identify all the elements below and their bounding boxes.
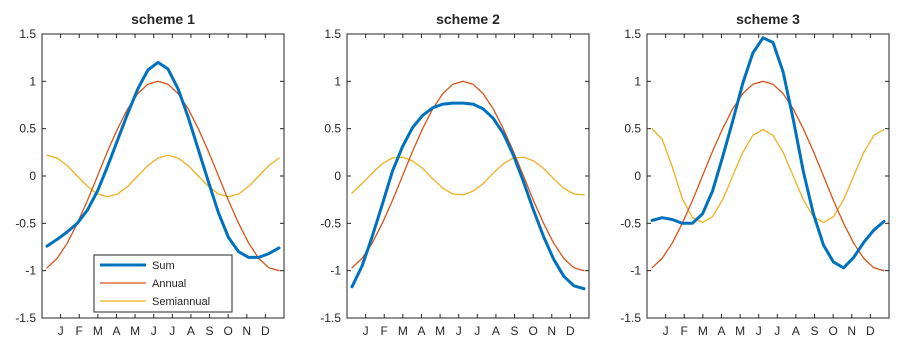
x-tick-label: N (847, 324, 856, 338)
y-tick-label: 1 (334, 74, 341, 88)
y-tick-label: 0 (334, 169, 341, 183)
x-tick-label: M (698, 324, 708, 338)
x-tick-label: O (223, 324, 232, 338)
axes-box (646, 33, 890, 319)
legend-label-sum: Sum (152, 260, 175, 272)
y-tick-label: 1 (634, 74, 641, 88)
x-tick-label: S (206, 324, 214, 338)
x-tick-label: N (547, 324, 556, 338)
x-tick-label: J (474, 324, 480, 338)
x-tick-label: J (169, 324, 175, 338)
series-line-annual (46, 80, 280, 272)
series-line-semiannual (351, 156, 585, 196)
x-tick-label: D (566, 324, 575, 338)
x-tick-label: A (792, 324, 800, 338)
series-line-annual (651, 80, 885, 272)
y-tick-label: -1.5 (620, 311, 641, 325)
x-tick-label: N (242, 324, 251, 338)
y-tick-label: 1.5 (324, 27, 341, 41)
x-tick-label: F (381, 324, 388, 338)
y-tick-label: 0 (634, 169, 641, 183)
y-tick-label: 0.5 (324, 122, 341, 136)
y-tick-label: 0.5 (19, 122, 36, 136)
x-tick-label: A (417, 324, 425, 338)
series-line-semiannual (651, 128, 885, 224)
x-tick-label: M (93, 324, 103, 338)
x-tick-label: D (261, 324, 270, 338)
series-line-sum (650, 36, 886, 270)
x-tick-label: J (58, 324, 64, 338)
x-tick-label: M (398, 324, 408, 338)
x-tick-label: S (511, 324, 519, 338)
x-tick-label: O (528, 324, 537, 338)
chart-panel-1: scheme 11.510.50-0.5-1-1.5J F M A M J J A S O N DSu… (15, 11, 285, 338)
x-tick-label: J (363, 324, 369, 338)
y-tick-label: -1 (330, 264, 341, 278)
y-tick-label: -1 (25, 264, 36, 278)
x-tick-label: J (151, 324, 157, 338)
x-tick-label: M (735, 324, 745, 338)
x-tick-label: O (828, 324, 837, 338)
y-tick-label: 1.5 (624, 27, 641, 41)
y-tick-label: 1 (29, 74, 36, 88)
chart-panel-3: scheme 31.510.50-0.5-1-1.5J F M A M J J A S O N D (620, 11, 890, 338)
x-tick-label: F (681, 324, 688, 338)
legend-label-annual: Annual (152, 278, 186, 290)
series-line-sum (350, 101, 586, 291)
x-tick-label: J (756, 324, 762, 338)
y-tick-label: -1.5 (320, 311, 341, 325)
x-tick-label: A (112, 324, 120, 338)
x-tick-label: F (76, 324, 83, 338)
x-tick-label: S (811, 324, 819, 338)
series-line-sum (45, 60, 281, 259)
axes-box (346, 33, 590, 319)
x-tick-label: D (866, 324, 875, 338)
y-tick-label: 0 (29, 169, 36, 183)
chart-title: scheme 1 (131, 11, 195, 27)
x-tick-label: M (130, 324, 140, 338)
y-tick-label: -0.5 (15, 216, 36, 230)
series-line-annual (351, 80, 585, 272)
x-tick-label: A (717, 324, 725, 338)
chart-title: scheme 2 (436, 11, 500, 27)
y-tick-label: -0.5 (320, 216, 341, 230)
y-tick-label: -1 (630, 264, 641, 278)
x-tick-label: J (456, 324, 462, 338)
legend: Sum Annual Semiannual (93, 254, 233, 313)
x-tick-label: M (435, 324, 445, 338)
x-tick-label: A (492, 324, 500, 338)
chart-title: scheme 3 (736, 11, 800, 27)
y-tick-label: -1.5 (15, 311, 36, 325)
chart-panel-2: scheme 21.510.50-0.5-1-1.5J F M A M J J A S O N D (320, 11, 590, 338)
series-line-semiannual (46, 154, 280, 198)
y-tick-label: 0.5 (624, 122, 641, 136)
x-tick-label: A (187, 324, 195, 338)
legend-label-semiannual: Semiannual (152, 296, 210, 308)
y-tick-label: 1.5 (19, 27, 36, 41)
x-tick-label: J (774, 324, 780, 338)
y-tick-label: -0.5 (620, 216, 641, 230)
x-tick-label: J (663, 324, 669, 338)
